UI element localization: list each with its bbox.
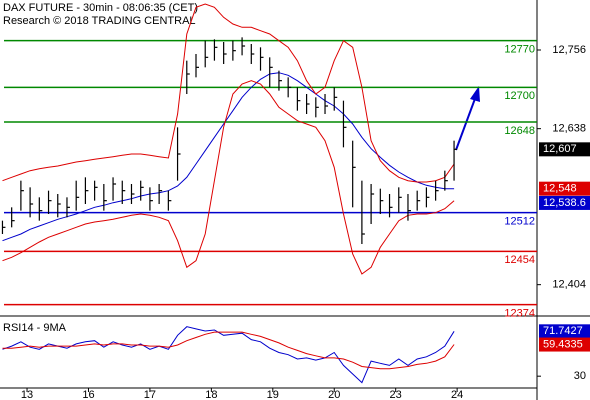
x-tick-label: 20 <box>328 389 340 400</box>
price-label-box <box>539 142 590 157</box>
price-label-box <box>539 181 590 196</box>
rsi-tick-label: 30 <box>574 370 586 382</box>
rsi-label: 59.4335 <box>543 338 583 350</box>
x-tick-label: 19 <box>267 389 279 400</box>
arrow-head <box>470 86 480 102</box>
x-tick-label: 23 <box>390 389 402 400</box>
y-tick-label: 12,404 <box>552 279 586 291</box>
y-tick-label: 12,638 <box>552 123 586 135</box>
level-label: 12454 <box>504 254 535 266</box>
level-label: 12770 <box>504 44 535 56</box>
level-label: 12374 <box>504 308 535 320</box>
indicator-line <box>2 3 455 183</box>
arrow-shaft <box>455 95 477 151</box>
rsi-label-box <box>539 337 590 352</box>
price-label: 12,607 <box>543 143 577 155</box>
x-tick-label: 16 <box>82 389 94 400</box>
chart-title: DAX FUTURE - 30min - 08:06:35 (CET) <box>3 2 198 14</box>
price-label-box <box>539 195 590 210</box>
rsi-line <box>2 331 455 370</box>
indicator-line <box>2 72 455 242</box>
x-tick-label: 17 <box>144 389 156 400</box>
y-tick-label: 12,756 <box>552 44 586 56</box>
indicator-line <box>2 80 455 275</box>
rsi-label-box <box>539 324 590 339</box>
rsi-label: 71.7427 <box>543 325 583 337</box>
price-label: 12,548 <box>543 183 577 195</box>
x-tick-label: 24 <box>451 389 463 400</box>
x-tick-label: 13 <box>21 389 33 400</box>
x-tick-label: 18 <box>205 389 217 400</box>
level-label: 12700 <box>504 90 535 102</box>
chart-subtitle: Research © 2018 TRADING CENTRAL <box>3 15 196 27</box>
level-label: 12512 <box>504 216 535 228</box>
rsi-title: RSI14 - 9MA <box>3 322 67 334</box>
rsi-line <box>2 326 455 384</box>
forecast-arrow <box>455 86 480 151</box>
price-label: 12,538.6 <box>543 197 586 209</box>
level-label: 12648 <box>504 125 535 137</box>
